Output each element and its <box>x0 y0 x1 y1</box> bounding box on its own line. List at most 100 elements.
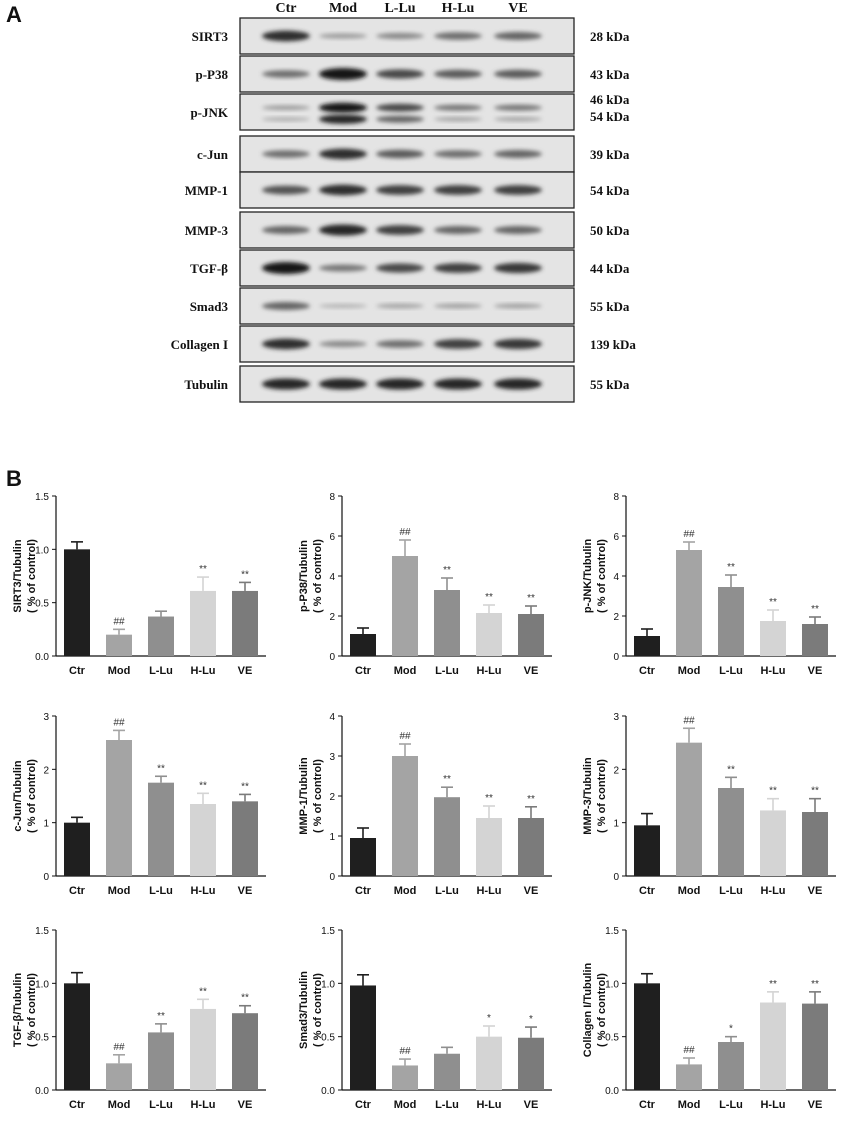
y-tick-label: 6 <box>613 532 619 543</box>
kda-label: 46 kDa <box>590 92 630 107</box>
y-axis-label: MMP-3/Tubulin <box>582 757 594 835</box>
blot-band <box>376 185 424 195</box>
y-tick-label: 1.5 <box>605 926 619 937</box>
significance-marker: ** <box>485 793 493 804</box>
y-tick-label: 6 <box>329 532 335 543</box>
y-tick-label: 4 <box>329 712 335 723</box>
blot-band <box>262 185 310 195</box>
bar-ctr <box>64 983 90 1090</box>
blot-band <box>319 303 367 309</box>
lane-label-h-lu: H-Lu <box>442 1 475 16</box>
blot-row-smad3: Smad3 55 kDa <box>190 287 630 325</box>
bar-l-lu <box>148 782 174 876</box>
blot-band <box>494 117 542 122</box>
blot-band <box>434 303 482 309</box>
x-tick-label: VE <box>524 885 539 897</box>
x-tick-label: H-Lu <box>190 1099 215 1111</box>
protein-label-sirt3: SIRT3 <box>192 29 229 44</box>
significance-marker: ** <box>811 786 819 797</box>
x-tick-label: Ctr <box>355 885 372 897</box>
lane-label-ctr: Ctr <box>276 1 297 16</box>
kda-label: 28 kDa <box>590 29 630 44</box>
y-axis-sublabel: ( % of control) <box>596 759 608 833</box>
y-tick-label: 0 <box>43 872 49 883</box>
x-tick-label: Ctr <box>69 885 86 897</box>
blot-band <box>494 338 542 350</box>
bar-chart-svg: 0 1 2 3 4 MMP-1/Tubulin( % of control) Ctr ## Mo… <box>298 712 552 897</box>
y-axis-sublabel: ( % of control) <box>596 973 608 1047</box>
tgf-beta-chart: 0.0 0.5 1.0 1.5 TGF-β/Tubulin( % of control)… <box>8 920 288 1120</box>
mmp-1-chart: 0 1 2 3 4 MMP-1/Tubulin( % of control) Ctr ## Mo… <box>294 706 574 906</box>
bar-h-lu <box>760 810 786 876</box>
y-axis-sublabel: ( % of control) <box>596 539 608 613</box>
significance-marker: ** <box>241 993 249 1004</box>
y-axis-label: p-P38/Tubulin <box>298 540 310 612</box>
blot-row-mmp-1: MMP-1 54 kDa <box>185 171 630 209</box>
significance-marker: ** <box>769 597 777 608</box>
bar-h-lu <box>476 613 502 656</box>
bar-ctr <box>634 983 660 1090</box>
x-tick-label: VE <box>238 665 253 677</box>
bar-h-lu <box>190 1008 216 1090</box>
y-tick-label: 1.5 <box>321 926 335 937</box>
blot-band <box>376 340 424 348</box>
y-axis-label: TGF-β/Tubulin <box>12 973 24 1048</box>
protein-label-smad3: Smad3 <box>190 299 229 314</box>
y-axis-sublabel: ( % of control) <box>26 759 38 833</box>
y-tick-label: 2 <box>613 612 619 623</box>
x-tick-label: Mod <box>678 1099 701 1111</box>
bar-ctr <box>634 636 660 656</box>
y-tick-label: 8 <box>329 492 335 503</box>
bar-ve <box>518 1037 544 1090</box>
panel-a-label: A <box>6 2 22 27</box>
kda-label: 139 kDa <box>590 337 636 352</box>
blot-band <box>319 33 367 39</box>
blot-band <box>494 378 542 390</box>
significance-marker: ## <box>683 715 695 726</box>
blot-row-tubulin: Tubulin 55 kDa <box>184 365 630 403</box>
protein-label-mmp-3: MMP-3 <box>185 223 229 238</box>
bar-mod <box>676 1064 702 1090</box>
blot-band <box>319 148 367 160</box>
bar-h-lu <box>476 1036 502 1090</box>
y-tick-label: 1 <box>43 819 49 830</box>
blot-band <box>376 32 424 40</box>
bar-l-lu <box>718 788 744 876</box>
kda-label: 43 kDa <box>590 67 630 82</box>
bar-ctr <box>634 825 660 876</box>
blot-band <box>434 185 482 195</box>
x-tick-label: Ctr <box>639 885 656 897</box>
bar-l-lu <box>718 1042 744 1090</box>
blot-band <box>494 69 542 79</box>
y-tick-label: 3 <box>329 752 335 763</box>
bar-l-lu <box>434 797 460 876</box>
y-tick-label: 0 <box>613 652 619 663</box>
blot-band <box>434 150 482 158</box>
blot-band <box>262 30 310 42</box>
blot-band <box>494 226 542 234</box>
kda-label: 54 kDa <box>590 109 630 124</box>
bar-ctr <box>350 985 376 1090</box>
significance-marker: ** <box>811 979 819 990</box>
x-tick-label: L-Lu <box>435 885 459 897</box>
bar-ve <box>232 1013 258 1090</box>
blot-band <box>376 263 424 273</box>
y-tick-label: 0.0 <box>35 652 49 663</box>
y-tick-label: 0.5 <box>321 1033 335 1044</box>
lane-label-l-lu: L-Lu <box>384 1 415 16</box>
p-jnk-chart: 0 2 4 6 8 p-JNK/Tubulin( % of control) Ctr ## Mo… <box>578 486 858 686</box>
significance-marker: ** <box>199 564 207 575</box>
blot-band <box>319 224 367 236</box>
y-axis-sublabel: ( % of control) <box>312 539 324 613</box>
blot-band <box>319 264 367 272</box>
blot-row-sirt3: SIRT3 28 kDa <box>192 17 630 55</box>
mmp-3-chart: 0 1 2 3 MMP-3/Tubulin( % of control) Ctr ## Mod… <box>578 706 858 906</box>
bar-ve <box>518 818 544 876</box>
significance-marker: * <box>729 1024 733 1035</box>
y-tick-label: 2 <box>43 765 49 776</box>
significance-marker: ** <box>241 569 249 580</box>
significance-marker: ## <box>399 731 411 742</box>
y-tick-label: 0.0 <box>35 1086 49 1097</box>
blot-band <box>376 378 424 390</box>
